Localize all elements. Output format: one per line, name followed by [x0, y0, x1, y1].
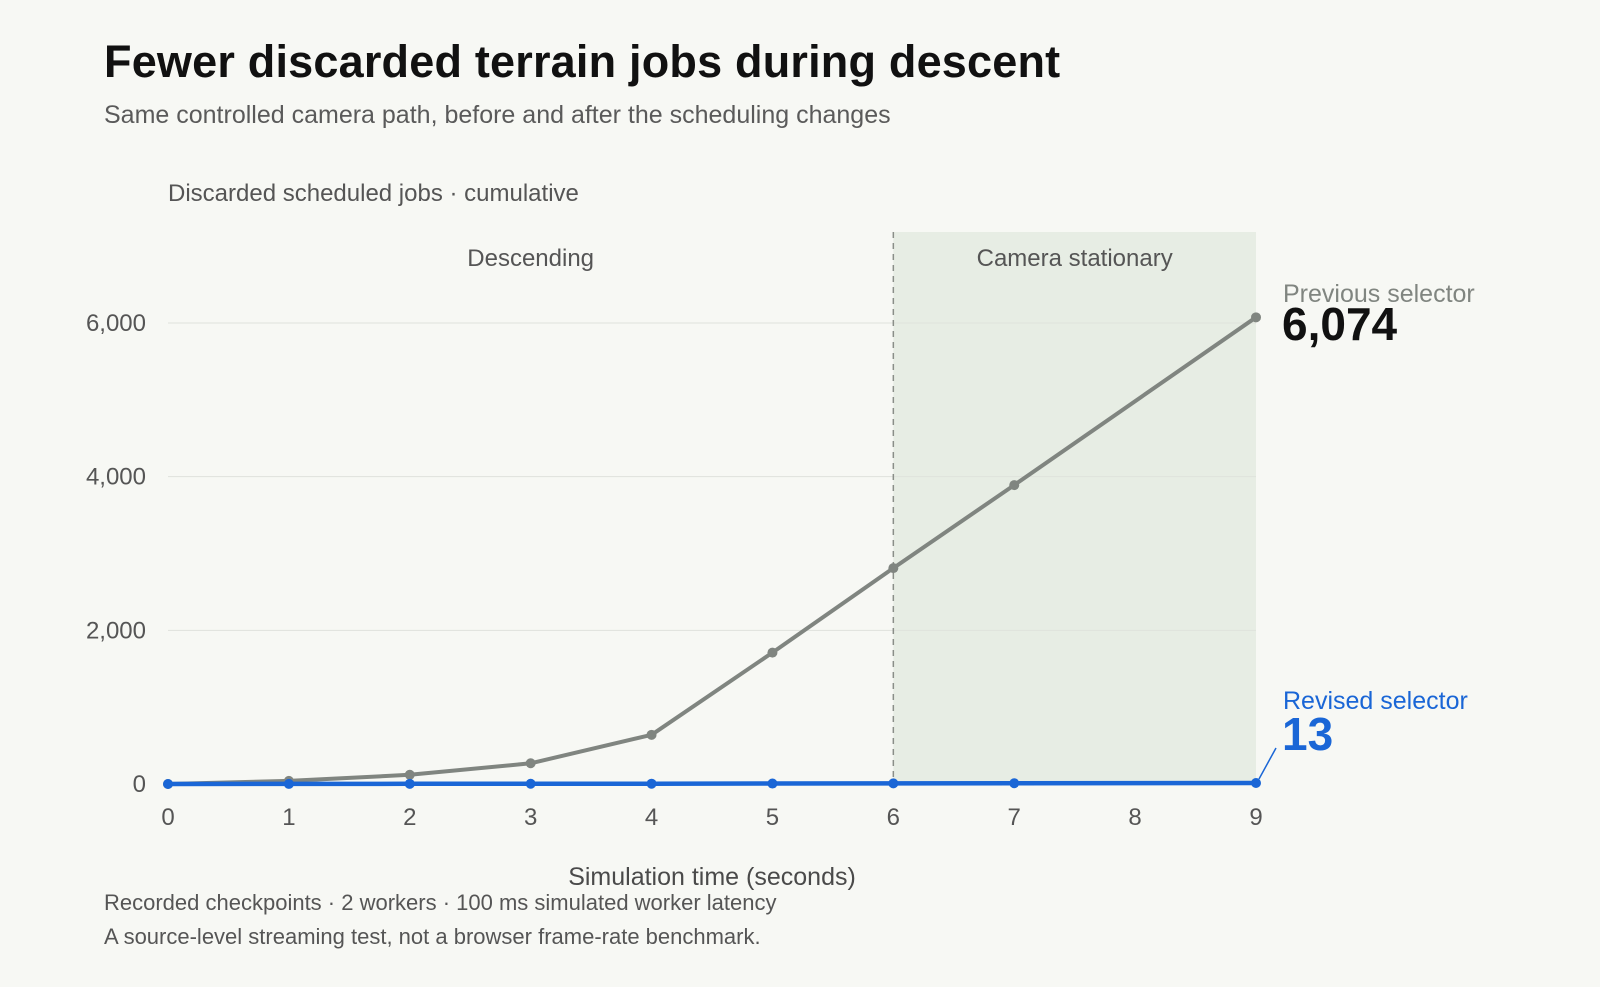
revised-selector-point	[646, 778, 657, 789]
series	[163, 312, 1261, 789]
x-tick-label: 6	[887, 804, 900, 831]
x-tick-label: 7	[1008, 804, 1021, 831]
shaded-regions	[893, 232, 1256, 784]
revised-selector-point	[525, 778, 536, 789]
previous-selector-point	[767, 647, 778, 658]
previous-selector-name: Previous selector	[1283, 280, 1475, 308]
previous-selector-point	[1009, 480, 1020, 491]
region-label: Camera stationary	[977, 245, 1173, 272]
x-tick-labels: 0 1 2 3 4 5 6 7 8 9	[161, 804, 1262, 831]
revised-selector-point	[1251, 778, 1261, 789]
y-tick-label: 4,000	[86, 464, 146, 491]
x-tick-label: 3	[524, 804, 537, 831]
revised-selector-point	[163, 779, 173, 789]
gridlines	[168, 322, 1256, 631]
revised-selector-point	[283, 778, 294, 789]
revised-selector-point	[767, 778, 778, 789]
x-tick-label: 1	[282, 804, 295, 831]
x-axis-label: Simulation time (seconds)	[568, 863, 856, 891]
y-tick-label: 6,000	[86, 310, 146, 337]
y-tick-label: 2,000	[86, 617, 146, 644]
x-tick-label: 8	[1128, 804, 1141, 831]
x-tick-label: 4	[645, 804, 658, 831]
previous-selector-point	[525, 758, 536, 769]
revised-selector-name: Revised selector	[1283, 687, 1468, 715]
footnote-disclaimer: A source-level streaming test, not a bro…	[104, 924, 761, 949]
x-tick-label: 9	[1249, 804, 1262, 831]
previous-selector-point	[404, 769, 415, 780]
footnote-method: Recorded checkpoints · 2 workers · 100 m…	[104, 890, 777, 915]
x-tick-label: 2	[403, 804, 416, 831]
y-axis-label: Discarded scheduled jobs · cumulative	[168, 180, 579, 207]
x-tick-label: 5	[766, 804, 779, 831]
revised-selector-point	[888, 778, 899, 789]
revised-selector-line	[165, 780, 1259, 787]
chart-subtitle: Same controlled camera path, before and …	[104, 101, 891, 129]
region-labels: Descending Camera stationary	[467, 245, 1172, 272]
y-tick-labels: 0 2,000 4,000 6,000	[86, 310, 146, 798]
y-tick-label: 0	[133, 771, 146, 798]
revised-selector-value: 13	[1282, 708, 1333, 760]
x-tick-label: 0	[161, 804, 174, 831]
previous-selector-point	[1251, 312, 1261, 323]
chart-title: Fewer discarded terrain jobs during desc…	[104, 36, 1061, 87]
previous-selector-value: 6,074	[1282, 298, 1398, 350]
region-label: Descending	[467, 245, 594, 272]
shaded-region	[893, 232, 1256, 784]
revised-selector-point	[404, 778, 415, 789]
revised-selector-point	[1009, 778, 1020, 789]
previous-selector-point	[646, 729, 657, 740]
previous-selector-point	[888, 563, 899, 574]
revised-selector-leader	[1258, 747, 1277, 780]
